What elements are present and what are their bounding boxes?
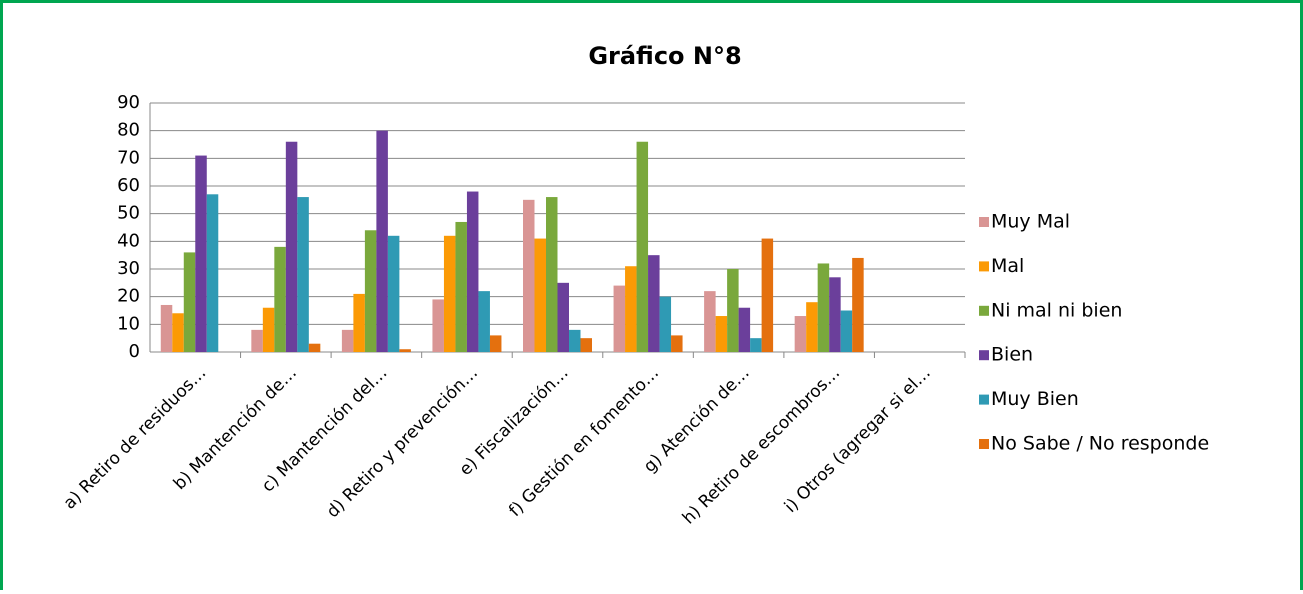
y-tick-label: 20 bbox=[117, 286, 140, 307]
bar bbox=[715, 316, 728, 352]
x-tick-label: a) Retiro de residuos… bbox=[60, 363, 211, 514]
bar bbox=[569, 329, 581, 352]
bar bbox=[613, 285, 626, 352]
legend-label: Muy Bien bbox=[991, 388, 1079, 410]
bar bbox=[387, 235, 400, 352]
chart-title: Gráfico N°8 bbox=[588, 42, 741, 70]
bar bbox=[443, 235, 456, 352]
y-tick-label: 40 bbox=[117, 230, 140, 251]
bar bbox=[761, 238, 774, 352]
bar bbox=[648, 255, 660, 352]
x-tick-label: f) Gestión en fomento… bbox=[505, 363, 663, 521]
y-tick-label: 90 bbox=[117, 92, 140, 113]
bar bbox=[376, 130, 388, 352]
bar bbox=[817, 263, 830, 352]
legend-label: Mal bbox=[991, 255, 1024, 277]
legend-swatch bbox=[979, 439, 989, 449]
bar bbox=[806, 302, 818, 352]
bar bbox=[671, 335, 683, 352]
bar bbox=[206, 194, 219, 352]
bar bbox=[557, 282, 569, 352]
bar bbox=[172, 313, 184, 352]
bar bbox=[625, 266, 637, 352]
bar bbox=[750, 338, 762, 352]
y-tick-label: 10 bbox=[117, 313, 140, 334]
legend-swatch bbox=[979, 261, 989, 272]
bar bbox=[353, 293, 365, 352]
y-tick-label: 80 bbox=[117, 120, 140, 141]
bar bbox=[466, 191, 479, 352]
x-tick-label: i) Otros (agregar si el… bbox=[781, 363, 935, 517]
y-tick-label: 60 bbox=[117, 175, 140, 196]
bar bbox=[262, 307, 275, 352]
y-tick-label: 0 bbox=[129, 341, 140, 362]
bar bbox=[183, 252, 196, 352]
bar bbox=[546, 197, 558, 352]
bar bbox=[399, 349, 411, 352]
bar bbox=[455, 221, 467, 352]
bar bbox=[727, 269, 739, 352]
bar bbox=[489, 335, 502, 352]
bar bbox=[432, 299, 444, 352]
bar bbox=[704, 291, 716, 352]
legend-swatch bbox=[979, 305, 989, 316]
bar bbox=[852, 257, 864, 352]
legend-swatch bbox=[979, 350, 989, 361]
x-tick-label: d) Retiro y prevención… bbox=[323, 363, 482, 522]
bar bbox=[580, 338, 592, 352]
legend-label: No Sabe / No responde bbox=[991, 433, 1209, 455]
legend-swatch bbox=[979, 394, 989, 405]
bar bbox=[534, 238, 546, 352]
bar bbox=[840, 310, 853, 352]
legend-label: Bien bbox=[991, 344, 1033, 366]
bar bbox=[274, 246, 286, 352]
bar bbox=[308, 343, 321, 352]
bar bbox=[659, 296, 672, 352]
bar bbox=[341, 329, 354, 352]
bar bbox=[195, 155, 207, 352]
bar bbox=[523, 199, 535, 352]
legend-label: Muy Mal bbox=[991, 211, 1070, 233]
x-tick-label: h) Retiro de escombros… bbox=[679, 363, 845, 529]
bar bbox=[364, 230, 377, 352]
y-tick-label: 30 bbox=[117, 258, 140, 279]
y-tick-label: 50 bbox=[117, 203, 140, 224]
bar bbox=[829, 277, 841, 352]
bar bbox=[636, 141, 649, 352]
legend-swatch bbox=[979, 217, 989, 227]
bar bbox=[794, 316, 807, 352]
legend-label: Ni mal ni bien bbox=[991, 299, 1122, 321]
bar bbox=[297, 197, 309, 352]
bar bbox=[285, 141, 298, 352]
bar bbox=[738, 307, 751, 352]
bar bbox=[251, 329, 263, 352]
bar bbox=[478, 291, 490, 352]
y-tick-label: 70 bbox=[117, 147, 140, 168]
bar bbox=[160, 304, 173, 352]
